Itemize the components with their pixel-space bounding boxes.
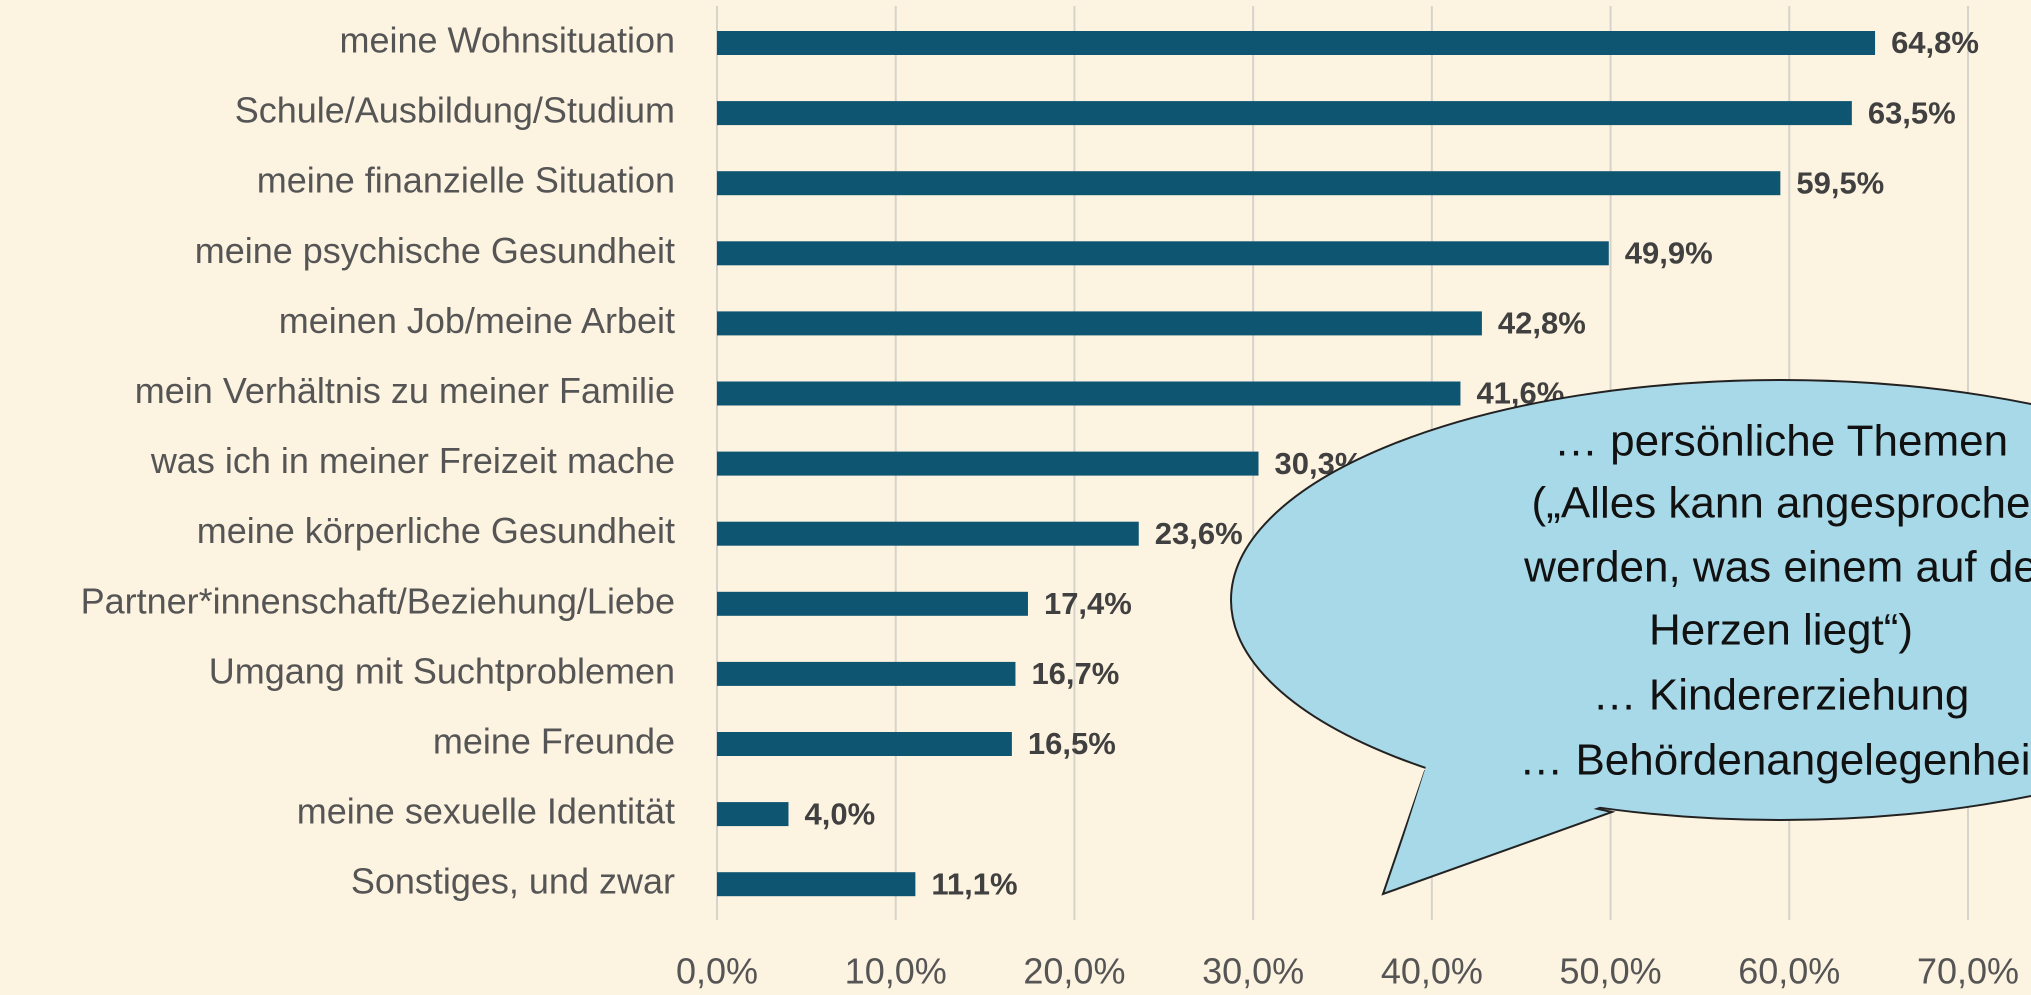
data-label: 11,1% [931,866,1017,901]
x-tick-label: 20,0% [1023,951,1125,992]
y-tick-label: was ich in meiner Freizeit mache [150,440,675,481]
data-label: 23,6% [1155,516,1243,551]
bubble-body [1230,379,2031,821]
bar [717,311,1482,336]
y-tick-label: meine sexuelle Identität [297,791,675,832]
bar [717,732,1012,756]
x-tick-label: 40,0% [1381,951,1483,992]
bar [717,661,1016,686]
data-label: 16,5% [1028,726,1116,761]
data-label: 64,8% [1891,25,1979,60]
y-tick-label: mein Verhältnis zu meiner Familie [135,370,675,411]
x-tick-label: 50,0% [1560,951,1662,992]
y-tick-label: Sonstiges, und zwar [351,861,675,902]
annotation-line: Herzen liegt“) [1649,606,1913,655]
bar [717,31,1876,55]
bar [717,381,1461,406]
data-label: 4,0% [804,796,875,831]
y-tick-label: meine finanzielle Situation [257,160,675,201]
annotation-line: … Kindererziehung [1593,671,1970,720]
bubble-seam [1390,760,1605,880]
annotation-line: werden, was einem auf de [1523,543,2031,592]
y-tick-label: Schule/Ausbildung/Studium [235,90,675,131]
data-label: 63,5% [1868,95,1956,130]
annotation: … persönliche Themen („Alles kann angespr… [1519,417,2031,785]
bar [717,521,1139,546]
grid: 0,0% 10,0% 20,0% 30,0% 40,0% 50,0% 60,0% 70,0% [676,6,2019,992]
bar [717,171,1781,196]
bar [717,451,1259,476]
speech-bubble [1230,379,2031,896]
bar [717,591,1028,616]
data-label: 42,8% [1498,306,1586,341]
x-tick-label: 30,0% [1202,951,1304,992]
y-tick-label: meine psychische Gesundheit [195,230,675,271]
data-label: 16,7% [1031,656,1119,691]
x-tick-label: 70,0% [1917,951,2019,992]
data-label: 59,5% [1796,165,1884,200]
annotation-line: … Behördenangelegenheit [1519,736,2031,785]
y-tick-label: meine Wohnsituation [339,20,675,61]
x-tick-label: 0,0% [676,951,758,992]
annotation-line: … persönliche Themen [1554,417,2008,466]
y-tick-label: Partner*innenschaft/Beziehung/Liebe [81,580,675,621]
y-tick-label: meinen Job/meine Arbeit [279,300,675,341]
bar [717,802,789,827]
bar [717,872,916,897]
bar [717,101,1852,126]
data-label: 17,4% [1044,586,1132,621]
y-tick-label: meine körperliche Gesundheit [197,510,675,551]
bar [717,241,1609,266]
annotation-line: („Alles kann angesproche [1532,479,2031,528]
y-tick-label: meine Freunde [433,721,675,762]
x-tick-label: 60,0% [1738,951,1840,992]
x-tick-label: 10,0% [845,951,947,992]
bars: meine Wohnsituation 64,8% Schule/Ausbildun… [81,20,1979,902]
data-label: 49,9% [1625,235,1713,270]
y-tick-label: Umgang mit Suchtproblemen [209,650,675,691]
